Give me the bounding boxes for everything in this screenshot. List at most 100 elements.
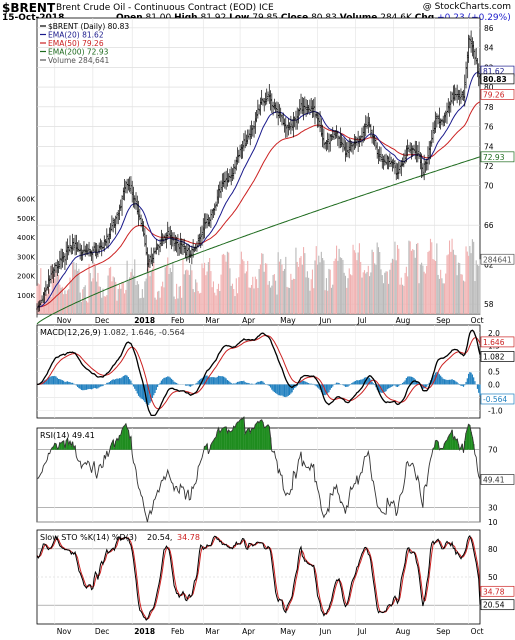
ohlc-bar xyxy=(198,233,201,246)
rsi-ob-sliver xyxy=(268,426,270,450)
volume-bar xyxy=(205,275,207,314)
macd-hist-bar xyxy=(221,376,223,385)
volume-bar xyxy=(69,277,71,314)
volume-bar xyxy=(229,268,231,314)
macd-hist-bar xyxy=(363,377,366,385)
macd-hist-bar xyxy=(111,380,113,385)
volume-bar xyxy=(212,281,214,314)
ohlc-bar xyxy=(58,250,61,269)
ohlc-bar xyxy=(193,246,196,253)
volume-bar xyxy=(319,262,321,314)
rsi-ob-sliver xyxy=(113,447,116,450)
ohlc-bar xyxy=(400,159,403,177)
volume-bar xyxy=(233,289,235,314)
macd-hist-bar xyxy=(151,384,154,398)
x-tick-label: Aug xyxy=(396,316,411,325)
ohlc-bar xyxy=(213,203,216,216)
ohlc-bar xyxy=(448,101,451,117)
macd-hist-bar xyxy=(422,384,424,389)
ohlc-bar xyxy=(36,303,38,318)
volume-bar xyxy=(413,250,415,314)
ohlc-bar xyxy=(39,299,42,306)
ohlc-bar xyxy=(368,117,371,128)
volume-bar xyxy=(310,279,312,314)
macd-hist-bar xyxy=(155,384,157,390)
macd-hist-bar xyxy=(115,379,117,385)
macd-hist-bar xyxy=(412,377,414,385)
volume-bar xyxy=(122,282,124,314)
macd-hist-bar xyxy=(313,383,315,385)
rsi-ob-sliver xyxy=(460,447,462,450)
macd-hist-bar xyxy=(396,384,399,387)
ohlc-bar xyxy=(291,118,294,131)
volume-bar xyxy=(52,273,55,314)
volume-bar xyxy=(283,268,286,314)
volume-bar xyxy=(404,272,406,314)
ohlc-bar xyxy=(278,104,281,119)
ohlc-bar xyxy=(225,170,228,190)
macd-hist-bar xyxy=(69,382,71,385)
ohlc-bar xyxy=(53,262,56,278)
volume-bar xyxy=(275,280,277,314)
macd-hist-bar xyxy=(165,377,168,385)
ohlc-bar xyxy=(79,243,82,260)
macd-hist-bar xyxy=(288,384,291,395)
ohlc-bar xyxy=(51,264,54,279)
volume-bar xyxy=(300,256,302,314)
rsi-ob-sliver xyxy=(240,419,243,450)
volume-bar xyxy=(88,263,90,314)
macd-hist-bar xyxy=(459,384,461,386)
rsi-ob-sliver xyxy=(471,437,474,450)
x-tick-label: Jun xyxy=(319,316,332,325)
macd-hist-bar xyxy=(220,376,222,385)
ohlc-bar xyxy=(306,100,309,115)
ohlc-bar xyxy=(344,140,347,162)
volume-bar xyxy=(342,259,344,314)
rsi-ob-sliver xyxy=(205,446,207,450)
volume-bar xyxy=(333,261,335,314)
volume-bar xyxy=(418,283,420,314)
rsi-tick-label: 70 xyxy=(488,446,498,455)
volume-bar xyxy=(473,241,475,314)
price-tick-label: 84 xyxy=(484,44,494,53)
macd-hist-bar xyxy=(460,384,462,386)
price-tag-1-label: 80.83 xyxy=(483,75,507,84)
ohlc-bar xyxy=(300,93,303,114)
ohlc-bar xyxy=(234,159,237,175)
volume-bar xyxy=(398,248,400,314)
volume-bar xyxy=(115,281,117,314)
price-tick-label: 62 xyxy=(484,261,494,270)
volume-bar xyxy=(276,294,278,314)
macd-hist-bar xyxy=(60,379,62,385)
macd-hist-bar xyxy=(447,379,449,385)
price-tick-label: 80 xyxy=(484,83,494,92)
macd-hist-bar xyxy=(55,376,57,385)
volume-bar xyxy=(365,273,367,314)
macd-hist-bar xyxy=(454,380,456,385)
macd-hist-bar xyxy=(99,384,102,387)
ohlc-bar xyxy=(209,209,212,229)
macd-hist-bar xyxy=(238,381,240,385)
volume-bar xyxy=(244,273,246,314)
macd-hist-bar xyxy=(226,380,229,385)
macd-hist-bar xyxy=(277,384,279,396)
ohlc-bar xyxy=(325,140,328,152)
ohlc-bar xyxy=(346,141,349,158)
macd-hist-bar xyxy=(403,381,405,385)
macd-hist-bar xyxy=(263,382,265,385)
volume-bar xyxy=(140,297,142,314)
rsi-ob-sliver xyxy=(59,442,61,450)
macd-hist-bar xyxy=(154,384,156,394)
rsi-ob-sliver xyxy=(224,427,226,450)
volume-bar xyxy=(366,271,368,314)
volume-bar xyxy=(186,269,188,314)
sto-tag-0-label: 34.78 xyxy=(483,587,505,596)
rsi-ob-sliver xyxy=(445,441,447,450)
macd-hist-bar xyxy=(443,379,446,385)
volume-bar xyxy=(421,262,423,314)
macd-hist-bar xyxy=(353,381,355,385)
macd-tag-2-box xyxy=(480,393,515,405)
ohlc-bar xyxy=(249,125,252,146)
macd-hist-bar xyxy=(426,384,428,387)
volume-bar xyxy=(163,287,165,314)
